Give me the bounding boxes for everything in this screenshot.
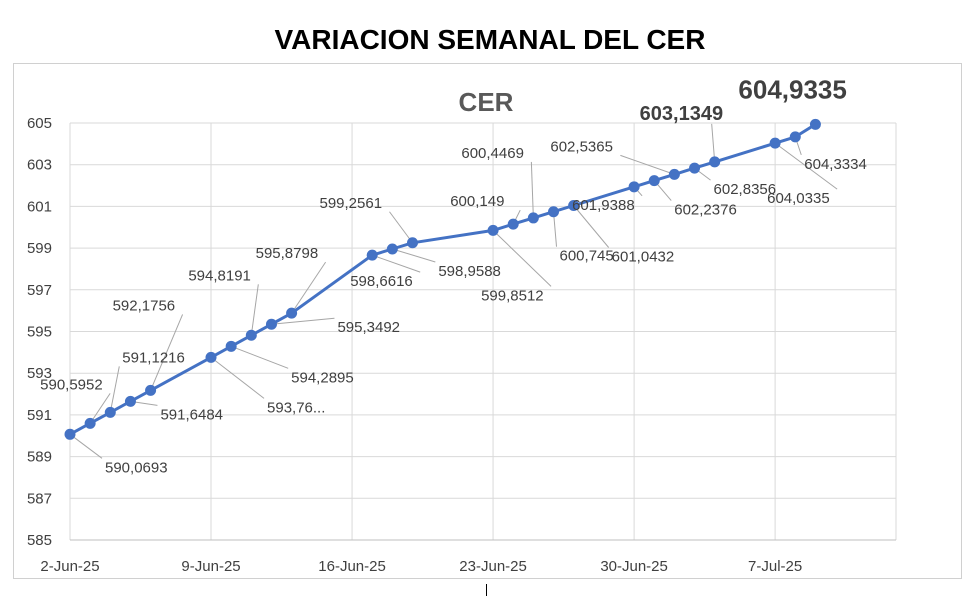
- data-label: 602,8356: [714, 181, 777, 198]
- data-label: 598,6616: [350, 273, 413, 290]
- data-label: 591,6484: [160, 406, 223, 423]
- data-point: [809, 118, 821, 130]
- data-label: 602,5365: [550, 138, 613, 155]
- data-point: [709, 156, 721, 168]
- data-label: 591,1216: [122, 349, 185, 366]
- label-leaders: [69, 123, 838, 459]
- data-point: [568, 199, 580, 211]
- data-labels: 590,0693 590,5952 591,1216 591,6484 592,1756…: [40, 74, 867, 476]
- data-point: [648, 175, 660, 187]
- data-label: 599,8512: [481, 287, 544, 304]
- page-title: VARIACION SEMANAL DEL CER: [274, 24, 706, 55]
- data-point: [366, 249, 378, 261]
- label-leader-line: [774, 142, 838, 190]
- y-tick-label: 601: [27, 198, 52, 215]
- chart-title: CER: [459, 87, 514, 117]
- data-label: 593,76...: [267, 399, 325, 416]
- y-tick-label: 591: [27, 407, 52, 424]
- data-point: [245, 329, 257, 341]
- x-tick-label: 7-Jul-25: [748, 558, 802, 575]
- label-leader-line: [150, 314, 184, 391]
- data-label: 599,2561: [319, 195, 382, 212]
- data-points: [64, 118, 821, 440]
- y-tick-label: 597: [27, 282, 52, 299]
- data-point: [689, 162, 701, 174]
- data-label: 603,1349: [640, 103, 723, 125]
- x-tick-label: 2-Jun-25: [40, 558, 99, 575]
- data-point: [386, 243, 398, 255]
- label-leader-line: [620, 154, 675, 175]
- data-label: 594,2895: [291, 369, 354, 386]
- data-label: 598,9588: [438, 263, 501, 280]
- label-leader-line: [389, 211, 413, 244]
- label-leader-line: [271, 317, 335, 325]
- y-axis: 585 587 589 591 593 595 597 599 601 603 605: [27, 115, 52, 549]
- bottom-marker: [486, 584, 487, 596]
- data-point: [789, 131, 801, 143]
- data-label: 595,3492: [337, 319, 400, 336]
- chart-frame: [13, 63, 962, 579]
- y-tick-label: 585: [27, 532, 52, 549]
- data-label: 592,1756: [113, 297, 176, 314]
- data-point: [406, 237, 418, 249]
- data-label: 604,9335: [738, 74, 846, 104]
- data-point: [668, 168, 680, 180]
- label-leader-line: [530, 161, 534, 218]
- data-point: [64, 428, 76, 440]
- y-tick-label: 595: [27, 324, 52, 341]
- label-leader-line: [250, 284, 259, 336]
- y-tick-label: 589: [27, 449, 52, 466]
- data-label: 590,0693: [105, 459, 168, 476]
- data-point: [145, 384, 157, 396]
- y-tick-label: 605: [27, 115, 52, 132]
- label-leader-line: [210, 356, 265, 399]
- x-tick-label: 30-Jun-25: [600, 558, 668, 575]
- data-label: 601,9388: [572, 197, 635, 214]
- label-leader-line: [553, 211, 558, 247]
- data-point: [205, 351, 217, 363]
- grid-lines: [69, 122, 897, 541]
- x-axis: 2-Jun-25 9-Jun-25 16-Jun-25 23-Jun-25 30-Jun…: [40, 558, 802, 575]
- y-tick-label: 599: [27, 240, 52, 257]
- label-leader-line: [392, 248, 436, 263]
- data-point: [286, 307, 298, 319]
- data-point: [487, 224, 499, 236]
- data-point: [769, 137, 781, 149]
- data-label: 594,8191: [188, 267, 251, 284]
- data-point: [507, 218, 519, 230]
- data-label: 590,5952: [40, 376, 103, 393]
- x-tick-label: 23-Jun-25: [459, 558, 527, 575]
- data-point: [265, 318, 277, 330]
- label-leader-line: [230, 345, 289, 369]
- y-tick-label: 603: [27, 157, 52, 174]
- data-label: 595,8798: [256, 245, 319, 262]
- data-label: 604,0335: [767, 190, 830, 207]
- label-leader-line: [109, 366, 120, 413]
- data-label: 600,4469: [461, 145, 524, 162]
- data-point: [548, 206, 560, 218]
- label-leader-line: [573, 205, 610, 248]
- label-leader-line: [372, 254, 421, 273]
- label-leader-line: [492, 229, 552, 287]
- x-tick-label: 9-Jun-25: [181, 558, 240, 575]
- data-point: [527, 212, 539, 224]
- label-leader-line: [291, 261, 327, 314]
- data-point: [124, 395, 136, 407]
- label-leader-line: [89, 393, 111, 424]
- y-tick-label: 593: [27, 365, 52, 382]
- data-point: [628, 181, 640, 193]
- x-tick-label: 16-Jun-25: [318, 558, 386, 575]
- label-leader-line: [711, 123, 716, 162]
- data-label: 602,2376: [674, 202, 737, 219]
- data-point: [225, 340, 237, 352]
- data-label: 601,0432: [612, 248, 675, 265]
- data-label: 600,745: [560, 248, 614, 265]
- data-point: [104, 406, 116, 418]
- data-label: 600,149: [450, 193, 504, 210]
- data-label: 604,3334: [804, 156, 867, 173]
- label-leader-line: [69, 433, 103, 459]
- data-point: [84, 417, 96, 429]
- y-tick-label: 587: [27, 490, 52, 507]
